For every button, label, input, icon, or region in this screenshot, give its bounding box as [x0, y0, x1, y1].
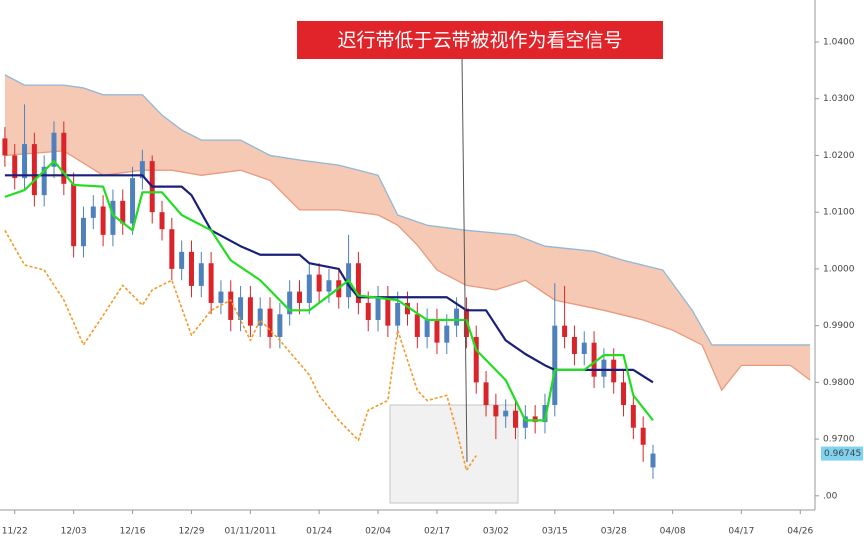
x-tick-label: 02/04 [365, 527, 391, 537]
candle-body [630, 405, 636, 428]
candle-body [611, 359, 617, 383]
candle-body [159, 212, 165, 230]
x-tick-label: 03/02 [483, 527, 509, 537]
candle-body [522, 416, 528, 428]
x-tick-label: 02/17 [424, 527, 450, 537]
candle-body [591, 342, 597, 377]
candle-body [552, 325, 558, 406]
x-tick-label: 01/11/2011 [224, 527, 276, 537]
candle-body [454, 308, 460, 326]
candle-body [218, 291, 224, 303]
candle-body [424, 319, 430, 337]
x-tick-label: 04/17 [728, 527, 754, 537]
y-tick-label: 0.9700 [823, 435, 855, 445]
candle-body [296, 291, 302, 303]
candle-body [444, 325, 450, 343]
candle-body [80, 217, 86, 247]
candle-body [90, 206, 96, 218]
candle-body [513, 410, 519, 428]
candle-body [22, 144, 28, 179]
candle-body [562, 325, 568, 337]
candle-body [100, 206, 106, 235]
candle-body [414, 314, 420, 337]
y-tick-label: .00 [823, 491, 838, 501]
candle-body [355, 263, 361, 303]
x-tick-label: 04/26 [787, 527, 813, 537]
candle-body [473, 336, 479, 383]
candle-body [179, 251, 185, 269]
candle-body [51, 132, 57, 167]
cloud-edge [4, 150, 811, 392]
x-tick-label: 12/16 [120, 527, 146, 537]
candle-body [503, 410, 509, 417]
x-tick-label: 12/03 [61, 527, 87, 537]
candle-body [139, 161, 145, 179]
y-tick-label: 1.0100 [823, 208, 855, 218]
x-tick-label: 03/15 [542, 527, 568, 537]
candle-body [650, 453, 656, 468]
y-tick-label: 0.9900 [823, 321, 855, 331]
candle-body [316, 274, 322, 292]
last-price-label: 0.96745 [824, 449, 861, 459]
candle-body [365, 302, 371, 320]
x-tick-label: 03/28 [601, 527, 627, 537]
candle-body [31, 144, 37, 196]
highlight-box [389, 404, 519, 504]
candle-body [493, 405, 499, 417]
candle-body [277, 314, 283, 337]
candle-body [188, 251, 194, 286]
candle-body [110, 200, 116, 235]
candle-body [2, 138, 8, 156]
candle-body [228, 291, 234, 320]
candle-body [120, 200, 126, 224]
candle-body [395, 302, 401, 326]
candle-body [71, 183, 77, 247]
y-tick-label: 1.0200 [823, 151, 855, 161]
last-price-box [821, 446, 863, 461]
candle-body [375, 297, 381, 320]
y-tick-label: 1.0300 [823, 94, 855, 104]
candle-body [621, 382, 627, 406]
cloud-edge [4, 74, 811, 346]
candle-body [306, 274, 312, 303]
candle-body [61, 132, 67, 184]
x-tick-label: 04/08 [660, 527, 686, 537]
candle-body [247, 297, 253, 326]
candle-body [532, 416, 538, 423]
annotation-box [297, 21, 663, 59]
indicator-line [4, 174, 654, 384]
candle-body [238, 297, 244, 320]
candle-body [267, 308, 273, 337]
y-tick-label: 1.0000 [823, 264, 855, 274]
candle-body [571, 336, 577, 354]
candle-body [208, 263, 214, 303]
x-tick-label: 12/29 [179, 527, 205, 537]
candle-body [581, 342, 587, 354]
annotation-pointer [461, 57, 468, 463]
candle-body [434, 319, 440, 343]
candle-body [385, 297, 391, 326]
candle-body [41, 166, 47, 196]
candle-body [198, 263, 204, 286]
x-tick-label: 01/24 [306, 527, 332, 537]
candle-body [287, 291, 293, 315]
candle-body [257, 308, 263, 326]
candle-body [483, 382, 489, 406]
candle-body [130, 178, 136, 224]
annotation-text: 迟行带低于云带被视作为看空信号 [337, 30, 622, 52]
candle-body [542, 405, 548, 423]
candle-body [405, 302, 410, 315]
candle-body [169, 229, 175, 269]
candle-body [326, 280, 332, 292]
candle-body [12, 155, 18, 179]
y-tick-label: 1.0400 [823, 37, 855, 47]
y-tick-label: 0.9800 [823, 378, 855, 388]
candle-body [601, 359, 607, 377]
indicator-line [4, 229, 477, 472]
candle-body [640, 427, 646, 445]
indicator-line [4, 160, 654, 422]
x-tick-label: 11/22 [2, 527, 28, 537]
